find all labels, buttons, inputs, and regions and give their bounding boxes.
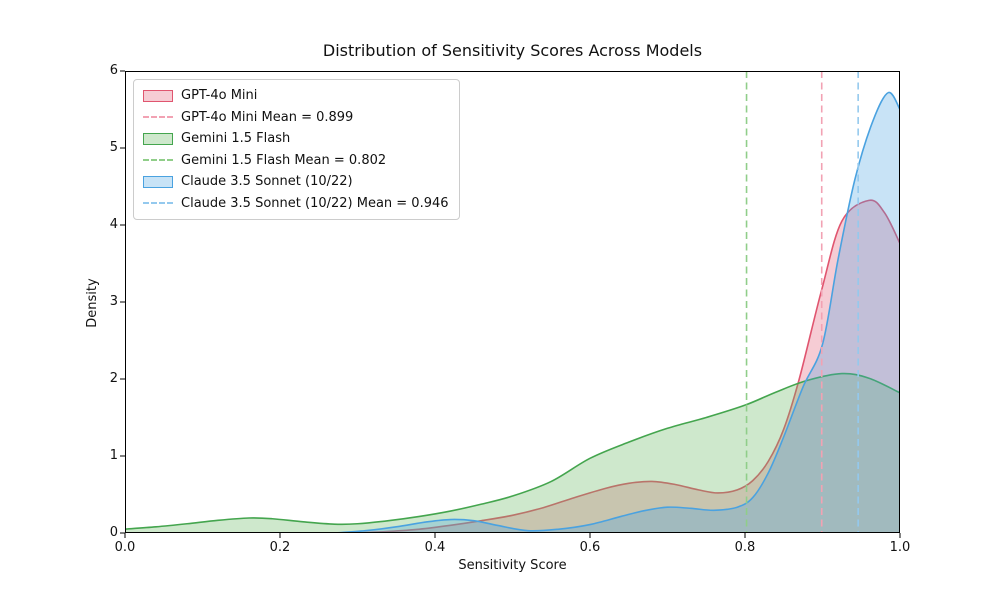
legend-entry-claude-3-5-sonnet-10-22-mean: Claude 3.5 Sonnet (10/22) Mean = 0.946 [143,195,449,212]
y-tick-label: 0 [109,525,118,540]
legend-label: Gemini 1.5 Flash Mean = 0.802 [181,152,387,168]
density-fill-claude-3-5-sonnet-10-22 [334,92,900,533]
legend-patch-swatch [143,175,173,188]
y-tick-label: 4 [109,217,118,232]
legend-entry-gemini-1-5-flash-mean: Gemini 1.5 Flash Mean = 0.802 [143,152,449,169]
legend-dashed-line-swatch [143,202,173,204]
density-curve-gemini-1-5-flash [125,372,900,530]
y-tick-label: 3 [109,294,118,309]
density-fill-gemini-1-5-flash [125,373,900,533]
legend-patch-swatch [143,89,173,102]
legend: GPT-4o Mini GPT-4o Mini Mean = 0.899 Gemin… [133,79,460,220]
density-curve-gpt-4o-mini [357,199,900,533]
legend-label: GPT-4o Mini Mean = 0.899 [181,109,354,125]
y-tick-label: 6 [109,63,118,78]
legend-entry-gpt-4o-mini-mean: GPT-4o Mini Mean = 0.899 [143,109,449,126]
x-tick-label: 0.0 [114,540,136,555]
x-tick-label: 0.2 [269,540,291,555]
x-tick-label: 0.4 [424,540,446,555]
legend-label: Gemini 1.5 Flash [181,131,291,146]
legend-dashed-line-swatch [143,159,173,161]
axes-frame [125,71,900,533]
legend-entry-claude-3-5-sonnet-10-22: Claude 3.5 Sonnet (10/22) [143,173,449,190]
y-tick-label: 5 [109,140,118,155]
x-axis-label: Sensitivity Score [458,558,567,573]
legend-entry-gpt-4o-mini: GPT-4o Mini [143,87,449,104]
density-plot-canvas [120,70,901,538]
legend-dashed-line-swatch [143,116,173,118]
x-tick-label: 0.8 [734,540,756,555]
legend-label: Claude 3.5 Sonnet (10/22) Mean = 0.946 [181,195,449,211]
chart-title: Distribution of Sensitivity Scores Acros… [322,41,703,60]
x-tick-label: 1.0 [889,540,911,555]
legend-label: Claude 3.5 Sonnet (10/22) [181,174,353,189]
y-tick-label: 2 [109,371,118,386]
x-tick-label: 0.6 [579,540,601,555]
density-curve-claude-3-5-sonnet-10-22 [334,91,900,533]
density-fill-gpt-4o-mini [357,200,900,533]
legend-patch-swatch [143,132,173,145]
plot-area: GPT-4o Mini GPT-4o Mini Mean = 0.899 Gemin… [120,70,901,538]
y-tick-label: 1 [109,448,118,463]
y-axis-label: Density [85,278,100,328]
legend-entry-gemini-1-5-flash: Gemini 1.5 Flash [143,130,449,147]
legend-label: GPT-4o Mini [181,88,258,103]
